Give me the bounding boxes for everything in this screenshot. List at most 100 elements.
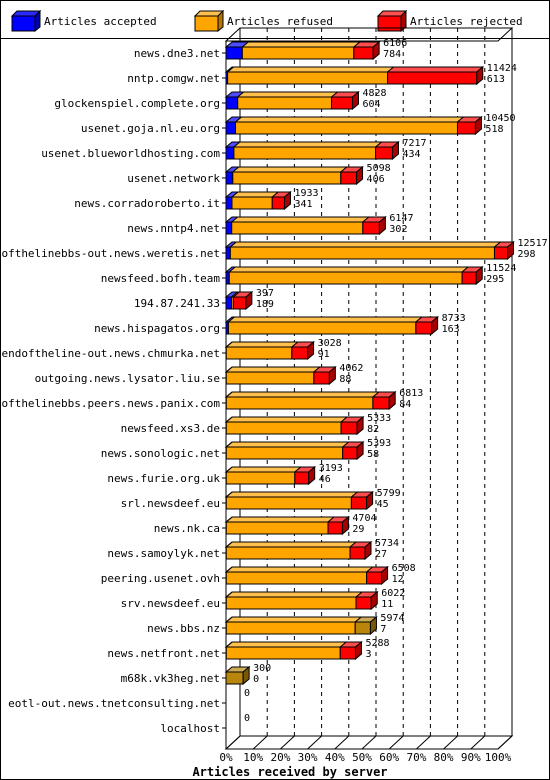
value-label-total: 5098 <box>367 163 391 174</box>
bar-rejected-side <box>356 415 364 436</box>
bar-accepted <box>225 146 235 160</box>
bar-refused <box>241 46 355 60</box>
bar-other <box>354 621 371 635</box>
bar-rejected-side <box>378 215 386 236</box>
bar-refused <box>225 346 293 360</box>
bar-refused-top <box>236 91 339 98</box>
value-label-rejected: 0 <box>253 674 259 685</box>
value-label-total: 5393 <box>367 438 391 449</box>
category-label: peering.usenet.ovh <box>101 572 220 585</box>
x-tick-label: 40% <box>325 751 345 764</box>
bar-rejected-side <box>308 465 316 486</box>
bar-refused <box>233 146 377 160</box>
bar-refused-top <box>224 541 358 548</box>
bar-refused-top <box>224 441 351 448</box>
bar-refused-top <box>224 491 359 498</box>
bar-accepted <box>225 296 232 310</box>
x-tick-label: 100% <box>485 751 512 764</box>
x-tick-label: 90% <box>461 751 481 764</box>
value-label-rejected: 3 <box>365 649 371 660</box>
value-label-rejected: 27 <box>375 549 387 560</box>
bar-refused <box>225 421 342 435</box>
value-label-rejected: 189 <box>256 299 274 310</box>
bar-rejected-side <box>283 190 291 211</box>
value-label-rejected: 341 <box>294 199 312 210</box>
category-label: newsfeed.xs3.de <box>121 422 220 435</box>
x-tick-label: 20% <box>270 751 290 764</box>
grid-floor-line <box>497 735 513 750</box>
x-tick-label: 0% <box>219 751 233 764</box>
bar-refused <box>228 271 463 285</box>
bar-rejected-side <box>370 590 378 611</box>
grid-floor-line <box>225 735 241 750</box>
bar-rejected <box>339 646 356 660</box>
category-label: news.hispagatos.org <box>94 322 220 335</box>
category-label: news.corradoroberto.it <box>74 197 220 210</box>
bar-other <box>225 671 244 685</box>
value-label-total: 4704 <box>352 513 376 524</box>
bar-rejected <box>366 571 383 585</box>
category-label: endofthelinebbs-out.news.weretis.net <box>0 247 220 260</box>
x-tick-label: 80% <box>434 751 454 764</box>
value-label-rejected: 298 <box>518 249 536 260</box>
bar-rejected-side <box>356 440 364 461</box>
bar-refused-top <box>224 591 364 598</box>
bar-refused-top <box>226 66 395 73</box>
value-label-total: 5333 <box>367 413 391 424</box>
bar-rejected <box>387 71 478 85</box>
value-label-total: 6508 <box>392 563 416 574</box>
value-label-total: 0 <box>244 713 250 724</box>
bar-rejected-side <box>507 240 515 261</box>
value-label-rejected: 45 <box>377 499 389 510</box>
value-label-total: 5734 <box>375 538 399 549</box>
value-label-rejected: 84 <box>399 399 411 410</box>
bar-rejected <box>342 446 358 460</box>
category-label: glockenspiel.complete.org <box>54 97 220 110</box>
value-label-total: 10450 <box>485 113 515 124</box>
bar-refused <box>237 96 333 110</box>
category-label: nntp.comgw.net <box>127 72 220 85</box>
bar-refused <box>225 596 357 610</box>
category-label: usenet.network <box>127 172 220 185</box>
value-label-total: 8733 <box>442 313 466 324</box>
bar-accepted <box>225 246 231 260</box>
category-label: usenet.blueworldhosting.com <box>41 147 220 160</box>
value-label-total: 4828 <box>362 88 386 99</box>
value-label-total: 5974 <box>380 613 404 624</box>
bar-refused <box>225 621 356 635</box>
bar-refused-top <box>224 641 348 648</box>
bar-rejected <box>493 246 509 260</box>
value-label-total: 4062 <box>339 363 363 374</box>
bar-refused-top <box>224 391 381 398</box>
bar-rejected-side <box>356 165 364 186</box>
value-label-rejected: 163 <box>442 324 460 335</box>
bar-other-side <box>242 665 250 686</box>
value-label-total: 5799 <box>377 488 401 499</box>
bar-refused-top <box>224 566 375 573</box>
value-label-rejected: 613 <box>487 74 505 85</box>
value-label-rejected: 7 <box>380 624 386 635</box>
value-label-total: 5288 <box>365 638 389 649</box>
bar-rejected <box>313 371 330 385</box>
bar-refused-top <box>224 366 322 373</box>
bar-rejected-side <box>372 40 380 61</box>
value-label-total: 3193 <box>319 463 343 474</box>
bar-accepted <box>225 221 233 235</box>
bar-rejected <box>340 421 358 435</box>
bar-refused <box>229 246 495 260</box>
grid-floor-line <box>388 735 404 750</box>
bar-rejected-side <box>431 315 439 336</box>
bar-refused <box>231 221 364 235</box>
grid-floor-line <box>443 735 458 750</box>
grid-floor-line <box>361 735 377 750</box>
value-label-total: 397 <box>256 288 274 299</box>
bar-rejected <box>372 396 390 410</box>
bar-refused-top <box>224 341 300 348</box>
value-label-rejected: 58 <box>367 449 379 460</box>
value-label-total: 6147 <box>389 213 413 224</box>
bar-refused-top <box>232 141 383 148</box>
bar-refused-top <box>227 266 470 273</box>
category-label: news.furie.org.uk <box>107 472 220 485</box>
bar-refused <box>227 71 389 85</box>
category-label: news.samoylyk.net <box>107 547 220 560</box>
